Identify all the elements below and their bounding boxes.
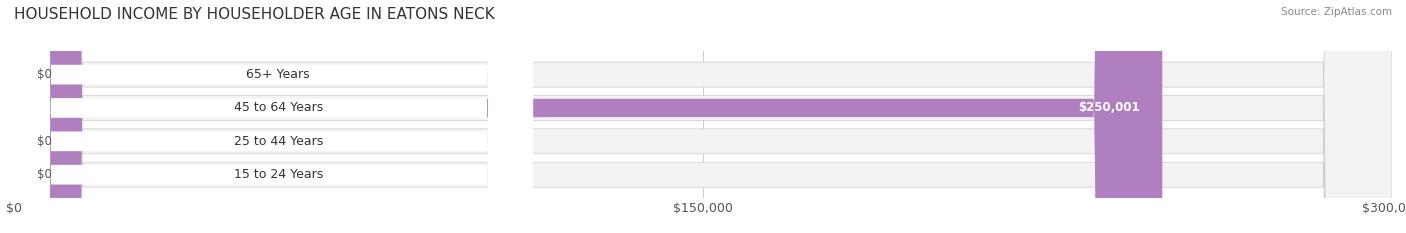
Text: 45 to 64 Years: 45 to 64 Years [233, 102, 323, 114]
FancyBboxPatch shape [4, 0, 533, 233]
Text: $250,001: $250,001 [1078, 102, 1139, 114]
Text: 15 to 24 Years: 15 to 24 Years [233, 168, 323, 181]
Text: 25 to 44 Years: 25 to 44 Years [233, 135, 323, 148]
FancyBboxPatch shape [14, 0, 1163, 233]
Text: Source: ZipAtlas.com: Source: ZipAtlas.com [1281, 7, 1392, 17]
Text: $0: $0 [37, 168, 52, 181]
FancyBboxPatch shape [4, 0, 533, 233]
FancyBboxPatch shape [14, 0, 1392, 233]
FancyBboxPatch shape [14, 0, 1392, 233]
FancyBboxPatch shape [14, 0, 1392, 233]
Text: $0: $0 [37, 135, 52, 148]
FancyBboxPatch shape [14, 0, 1392, 233]
FancyBboxPatch shape [4, 0, 533, 233]
Text: HOUSEHOLD INCOME BY HOUSEHOLDER AGE IN EATONS NECK: HOUSEHOLD INCOME BY HOUSEHOLDER AGE IN E… [14, 7, 495, 22]
Text: 65+ Years: 65+ Years [246, 68, 309, 81]
Text: $0: $0 [37, 68, 52, 81]
FancyBboxPatch shape [4, 0, 533, 233]
